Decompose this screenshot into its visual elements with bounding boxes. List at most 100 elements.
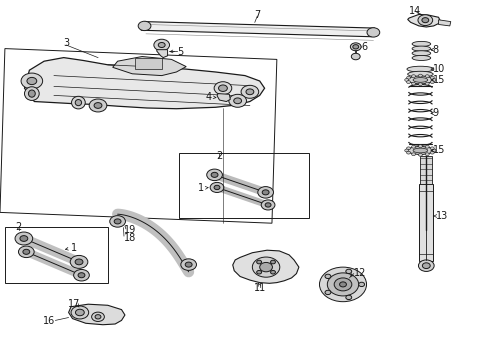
Ellipse shape (28, 90, 35, 97)
Circle shape (432, 149, 436, 152)
Circle shape (252, 257, 280, 277)
Bar (135, 58, 162, 69)
Bar (179, 153, 309, 218)
Text: 2: 2 (16, 222, 22, 232)
Polygon shape (233, 250, 299, 283)
Circle shape (234, 98, 242, 104)
Circle shape (367, 28, 380, 37)
Text: 3: 3 (63, 38, 69, 48)
Ellipse shape (24, 87, 39, 100)
Text: 2: 2 (216, 151, 222, 161)
Circle shape (418, 153, 422, 156)
Text: 12: 12 (354, 267, 366, 278)
Circle shape (407, 76, 411, 79)
Circle shape (23, 249, 30, 254)
Ellipse shape (408, 76, 433, 84)
Circle shape (425, 145, 429, 148)
Circle shape (430, 76, 434, 79)
Bar (5, 227, 108, 283)
Circle shape (154, 39, 170, 51)
Ellipse shape (413, 78, 428, 82)
Ellipse shape (413, 148, 428, 153)
Circle shape (261, 200, 275, 210)
Circle shape (327, 273, 359, 296)
Circle shape (74, 269, 89, 281)
Circle shape (211, 172, 218, 177)
Polygon shape (69, 304, 125, 325)
Ellipse shape (412, 46, 431, 51)
Ellipse shape (408, 76, 432, 82)
Circle shape (405, 149, 409, 152)
Circle shape (422, 263, 430, 269)
Circle shape (214, 185, 220, 190)
Text: 4: 4 (206, 92, 212, 102)
Circle shape (158, 42, 165, 48)
Circle shape (258, 186, 273, 198)
Circle shape (214, 82, 232, 95)
Circle shape (114, 219, 121, 224)
Circle shape (21, 73, 43, 89)
Circle shape (425, 75, 429, 78)
Text: 7: 7 (254, 10, 260, 20)
Text: 16: 16 (43, 316, 55, 326)
Circle shape (110, 216, 125, 227)
Circle shape (71, 306, 89, 319)
Circle shape (27, 77, 37, 85)
Circle shape (425, 153, 429, 156)
Polygon shape (419, 184, 433, 261)
Circle shape (340, 282, 346, 287)
Circle shape (407, 147, 411, 150)
Circle shape (75, 309, 84, 316)
Circle shape (241, 85, 259, 98)
Circle shape (418, 83, 422, 86)
Text: 11: 11 (254, 283, 266, 293)
Circle shape (229, 94, 246, 107)
Polygon shape (157, 50, 168, 58)
Circle shape (262, 190, 269, 195)
Circle shape (257, 260, 262, 264)
Polygon shape (217, 94, 230, 102)
Text: 15: 15 (433, 75, 445, 85)
Circle shape (70, 256, 88, 269)
Polygon shape (439, 20, 451, 26)
Text: 9: 9 (433, 108, 439, 118)
Circle shape (405, 78, 409, 81)
Circle shape (430, 151, 434, 154)
Text: 17: 17 (68, 299, 81, 309)
Circle shape (89, 99, 107, 112)
Circle shape (412, 145, 416, 148)
Text: 15: 15 (433, 145, 445, 156)
Circle shape (207, 169, 222, 181)
Polygon shape (408, 14, 441, 27)
Circle shape (412, 75, 416, 78)
Ellipse shape (407, 66, 434, 72)
Circle shape (94, 103, 102, 108)
Circle shape (78, 273, 85, 278)
Circle shape (260, 262, 272, 272)
Text: 1: 1 (71, 243, 76, 253)
Circle shape (412, 82, 416, 85)
Circle shape (346, 269, 352, 274)
Text: 13: 13 (436, 211, 448, 221)
Circle shape (418, 145, 422, 148)
Text: 10: 10 (433, 64, 445, 74)
Text: 6: 6 (362, 42, 368, 52)
Circle shape (407, 81, 411, 84)
Circle shape (219, 85, 227, 91)
Ellipse shape (412, 51, 431, 56)
Text: 5: 5 (177, 47, 184, 57)
Circle shape (359, 282, 365, 287)
Ellipse shape (412, 55, 431, 60)
Circle shape (19, 246, 34, 258)
Circle shape (185, 262, 192, 267)
Ellipse shape (408, 71, 433, 77)
Ellipse shape (412, 41, 431, 46)
Text: 1: 1 (198, 183, 204, 193)
Circle shape (407, 151, 411, 154)
Circle shape (418, 74, 422, 77)
Circle shape (422, 18, 429, 23)
Circle shape (430, 147, 434, 150)
Circle shape (265, 203, 271, 207)
Circle shape (257, 270, 262, 274)
Circle shape (15, 232, 33, 245)
